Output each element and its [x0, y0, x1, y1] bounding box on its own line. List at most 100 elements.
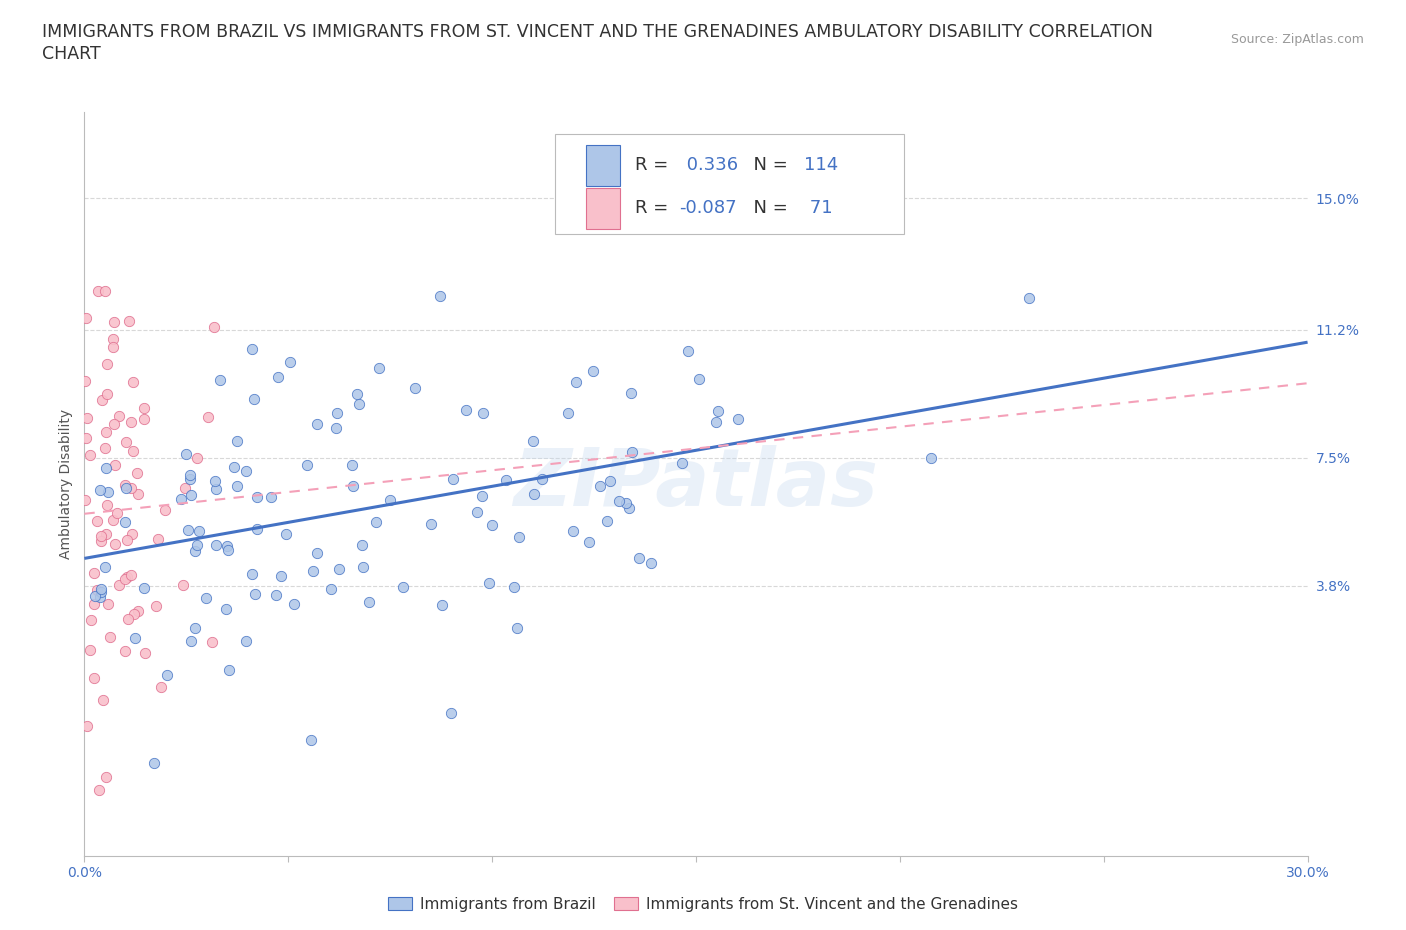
Point: [90, 534, 112, 549]
Point: [80, 613, 103, 628]
Point: [115, 434, 138, 449]
Point: [114, 644, 136, 658]
Point: [260, 490, 283, 505]
Point: [240, 342, 263, 357]
Point: [101, 332, 124, 347]
Point: [103, 417, 125, 432]
Point: [79, 447, 101, 462]
Point: [502, 579, 524, 594]
Text: -0.087: -0.087: [679, 199, 737, 217]
Point: [215, 602, 238, 617]
Point: [84, 589, 107, 604]
Text: Source: ZipAtlas.com: Source: ZipAtlas.com: [1230, 33, 1364, 46]
Point: [177, 522, 200, 537]
Point: [617, 500, 640, 515]
FancyBboxPatch shape: [555, 134, 904, 234]
Point: [326, 405, 349, 420]
Point: [75, 311, 97, 325]
Point: [246, 522, 269, 537]
Point: [83, 566, 105, 581]
Point: [108, 578, 131, 592]
Point: [94, 770, 117, 785]
Point: [523, 486, 546, 501]
Point: [478, 576, 501, 591]
Point: [283, 596, 305, 611]
Point: [87, 783, 110, 798]
Point: [188, 524, 211, 538]
Point: [174, 446, 197, 461]
Point: [186, 538, 208, 552]
Point: [104, 537, 127, 551]
Point: [75, 492, 97, 507]
Point: [120, 414, 142, 429]
Point: [589, 478, 612, 493]
Point: [364, 514, 387, 529]
Point: [121, 526, 143, 541]
Point: [628, 551, 651, 566]
Point: [205, 482, 228, 497]
Point: [295, 458, 318, 472]
Point: [209, 372, 232, 387]
Point: [391, 579, 413, 594]
Point: [145, 598, 167, 613]
Point: [96, 386, 118, 401]
Point: [242, 392, 264, 406]
Point: [115, 533, 138, 548]
Point: [184, 620, 207, 635]
Point: [96, 356, 118, 371]
Point: [429, 288, 451, 303]
Point: [124, 631, 146, 645]
Text: IMMIGRANTS FROM BRAZIL VS IMMIGRANTS FROM ST. VINCENT AND THE GRENADINES AMBULAT: IMMIGRANTS FROM BRAZIL VS IMMIGRANTS FRO…: [42, 23, 1153, 41]
Point: [1018, 290, 1040, 305]
Text: R =: R =: [636, 199, 673, 217]
Point: [325, 420, 347, 435]
Point: [201, 635, 224, 650]
Point: [184, 544, 207, 559]
Point: [149, 680, 172, 695]
Point: [120, 567, 142, 582]
Point: [440, 706, 463, 721]
Point: [471, 488, 494, 503]
Point: [352, 560, 374, 575]
Point: [173, 481, 195, 496]
Point: [582, 363, 605, 378]
Point: [96, 425, 118, 440]
Point: [204, 473, 226, 488]
Point: [671, 456, 693, 471]
Point: [454, 403, 477, 418]
Point: [599, 473, 621, 488]
Point: [640, 555, 662, 570]
Point: [340, 458, 363, 472]
Point: [319, 581, 342, 596]
Point: [328, 562, 350, 577]
Point: [101, 339, 124, 354]
Point: [578, 535, 600, 550]
Point: [347, 396, 370, 411]
Point: [76, 719, 98, 734]
Point: [596, 513, 619, 528]
Point: [146, 531, 169, 546]
Point: [83, 671, 105, 685]
Point: [688, 372, 710, 387]
Point: [89, 590, 111, 604]
Point: [205, 538, 228, 552]
Point: [179, 472, 201, 486]
Point: [305, 417, 328, 432]
Point: [73, 373, 96, 388]
Point: [134, 401, 156, 416]
Point: [76, 410, 98, 425]
Point: [302, 564, 325, 578]
Point: [305, 546, 328, 561]
Point: [243, 586, 266, 601]
Point: [86, 582, 108, 597]
Point: [522, 434, 544, 449]
Point: [94, 461, 117, 476]
Point: [115, 481, 138, 496]
Point: [235, 633, 257, 648]
Point: [481, 518, 503, 533]
Point: [352, 538, 374, 552]
Point: [704, 414, 727, 429]
Point: [132, 580, 155, 595]
Point: [465, 504, 488, 519]
Point: [97, 485, 120, 499]
